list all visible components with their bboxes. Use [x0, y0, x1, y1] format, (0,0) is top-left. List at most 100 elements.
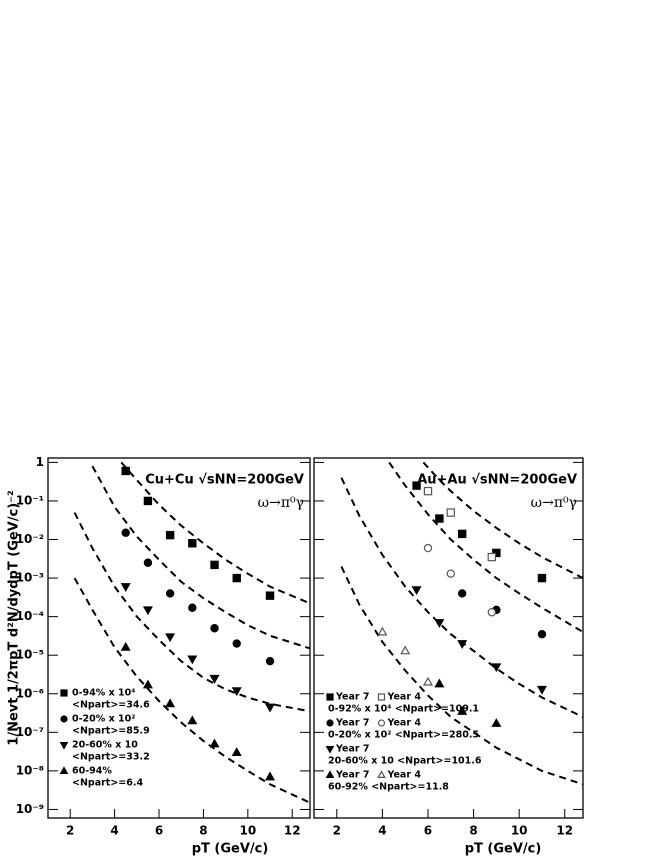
data-point [165, 589, 175, 598]
legend-marker [325, 745, 335, 754]
data-point [265, 771, 276, 781]
legend-label: 0-94% x 10⁴ [72, 688, 135, 699]
data-point [165, 530, 175, 540]
data-point [121, 466, 130, 476]
data-point [187, 655, 198, 665]
panel-title: Cu+Cu √sNN=200GeV [145, 473, 304, 488]
y-tick-label: 10⁻⁹ [16, 802, 44, 816]
data-point [412, 481, 421, 490]
legend-label: <Npart>=6.4 [72, 778, 143, 789]
legend-marker [59, 766, 69, 775]
data-point [400, 645, 411, 655]
plot-frame [47, 457, 311, 819]
y-tick-label: 1 [36, 455, 44, 469]
legend-label: Year 7 [335, 718, 369, 729]
data-point [434, 678, 445, 688]
legend-marker [60, 689, 68, 697]
legend-marker [326, 693, 334, 701]
legend-label: 0-92% x 10⁴ <Npart>=109.1 [328, 704, 479, 715]
data-point [188, 539, 197, 548]
legend-marker [377, 719, 386, 727]
data-point [446, 569, 455, 578]
legend-label: 60-94% [72, 766, 112, 777]
legend-label: Year 4 [386, 770, 421, 781]
model-curve [422, 461, 583, 579]
data-point [209, 738, 220, 748]
data-point [143, 558, 153, 567]
data-point [210, 624, 219, 633]
legend-marker [59, 741, 69, 750]
model-curve [340, 477, 583, 718]
y-tick-label: 10⁻² [16, 532, 44, 546]
legend-label: 20-60% x 10 [72, 740, 138, 751]
legend-label: Year 7 [335, 770, 369, 781]
data-point [209, 674, 220, 684]
data-point [492, 548, 501, 558]
x-tick-label: 10 [239, 824, 256, 838]
x-tick-label: 12 [284, 824, 301, 838]
data-point [411, 586, 422, 596]
x-axis-label: pT (GeV/c) [465, 842, 542, 857]
data-point [232, 639, 241, 648]
x-tick-label: 8 [199, 824, 207, 838]
legend-label: <Npart>=34.6 [72, 700, 150, 711]
data-point [120, 583, 131, 592]
data-point [265, 591, 275, 600]
data-point [423, 486, 433, 496]
data-point [231, 747, 242, 756]
data-point [265, 703, 276, 713]
legend-label: 60-92% <Npart>=11.8 [328, 782, 449, 793]
y-tick-label: 10⁻¹ [16, 493, 44, 507]
legend-marker [377, 770, 386, 779]
x-tick-label: 4 [110, 824, 118, 838]
data-point [165, 633, 176, 643]
data-point [265, 656, 275, 666]
y-tick-label: 10⁻⁵ [16, 648, 44, 662]
data-point [232, 573, 241, 583]
data-point [435, 514, 444, 523]
x-tick-label: 6 [424, 824, 432, 838]
legend-label: Year 4 [386, 718, 421, 729]
x-tick-label: 6 [155, 824, 163, 838]
y-tick-label: 10⁻⁸ [16, 763, 44, 777]
data-point [121, 528, 130, 537]
y-axis-label: 1/Nevt 1/2πpT d²N/dydpT (GeV/c)⁻² [7, 490, 22, 745]
data-point [188, 603, 197, 612]
data-point [537, 630, 547, 639]
data-point [423, 543, 433, 553]
panel-subtitle: ω→π⁰γ [258, 495, 304, 511]
legend-marker [326, 719, 334, 727]
data-point [457, 640, 468, 649]
model-curve [91, 465, 310, 650]
legend-marker [325, 770, 335, 779]
x-tick-label: 8 [469, 824, 477, 838]
data-point [377, 626, 388, 636]
data-point [491, 663, 502, 673]
data-point [487, 608, 497, 617]
y-tick-label: 10⁻⁴ [16, 609, 44, 623]
legend-label: Year 7 [335, 692, 369, 703]
data-point [536, 685, 547, 695]
model-curve [120, 461, 310, 605]
data-point [187, 715, 198, 725]
y-tick-label: 10⁻³ [16, 571, 44, 585]
model-curve [388, 461, 583, 633]
y-tick-label: 10⁻⁶ [16, 686, 44, 700]
data-point [537, 573, 547, 583]
legend-label: 20-60% x 10 <Npart>=101.6 [328, 756, 482, 767]
data-point [142, 606, 153, 616]
data-point [422, 676, 433, 686]
data-point [210, 560, 219, 570]
data-point [457, 705, 468, 715]
x-axis-label: pT (GeV/c) [192, 842, 269, 857]
legend-label: Year 4 [386, 692, 421, 703]
y-tick-label: 10⁻⁷ [16, 725, 44, 739]
data-point [434, 619, 445, 628]
data-point [487, 552, 497, 562]
data-point [231, 687, 242, 697]
legend-label: <Npart>=33.2 [72, 752, 150, 763]
panel-subtitle: ω→π⁰γ [531, 495, 577, 511]
x-tick-label: 4 [378, 824, 386, 838]
panel-title: Au+Au √sNN=200GeV [417, 473, 577, 488]
